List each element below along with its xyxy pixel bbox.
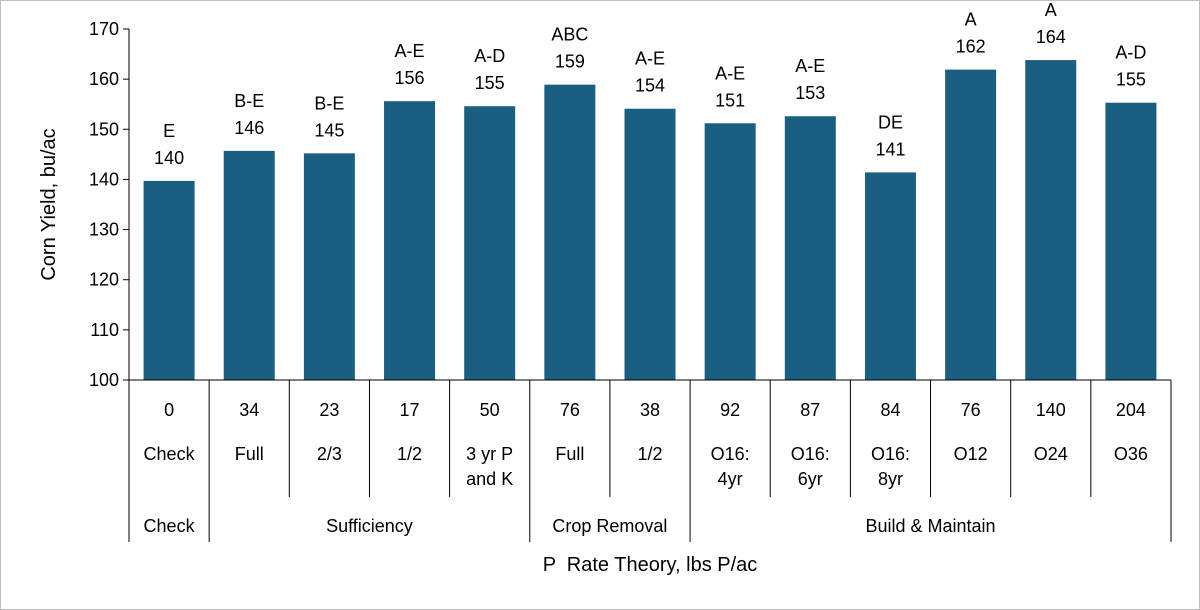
y-tick-label: 160 [89, 69, 119, 89]
data-label-letters: DE [878, 112, 903, 132]
x-tick-label-rate: 0 [164, 400, 174, 420]
y-tick-label: 140 [89, 169, 119, 189]
x-tick-label-theory: O36 [1114, 444, 1148, 464]
y-axis-title: Corn Yield, bu/ac [38, 128, 60, 280]
x-tick-label-rate: 38 [640, 400, 660, 420]
data-label-letters: A [965, 10, 977, 30]
x-tick-label-theory: 8yr [878, 469, 903, 489]
x-tick-label-rate: 76 [560, 400, 580, 420]
bar-8 [784, 116, 836, 381]
bar-5 [544, 84, 596, 380]
data-label-letters: A-E [795, 56, 825, 76]
x-tick-label-rate: 34 [239, 400, 259, 420]
y-tick-label: 110 [90, 320, 119, 340]
data-label-value: 154 [635, 76, 665, 96]
data-label-letters: A-E [395, 41, 425, 61]
x-tick-label-rate: 50 [480, 400, 500, 420]
x-tick-label-theory: 3 yr P [466, 444, 513, 464]
bar-1 [223, 150, 275, 380]
data-label-letters: A-E [635, 49, 665, 69]
bar-3 [384, 101, 436, 380]
group-label: Sufficiency [326, 516, 413, 536]
data-label-letters: A-D [474, 46, 505, 66]
bar-9 [864, 172, 916, 380]
y-tick-label: 170 [89, 19, 119, 39]
y-tick-label: 130 [89, 220, 119, 240]
x-tick-label-theory: and K [466, 469, 513, 489]
x-tick-label-theory: 1/2 [637, 444, 662, 464]
x-axis-title: P Rate Theory, lbs P/ac [543, 554, 758, 576]
y-tick-label: 120 [89, 270, 119, 290]
data-label-letters: A-E [715, 63, 745, 83]
data-label-value: 164 [1036, 27, 1066, 47]
data-label-letters: A [1045, 0, 1057, 20]
x-tick-label-rate: 87 [800, 400, 820, 420]
data-label-letters: A-D [1115, 43, 1146, 63]
group-label: Build & Maintain [865, 516, 995, 536]
bar-6 [624, 108, 676, 380]
group-label: Crop Removal [552, 516, 667, 536]
data-label-value: 151 [715, 90, 745, 110]
x-tick-label-theory: O24 [1034, 444, 1068, 464]
data-label-value: 155 [475, 73, 505, 93]
bar-4 [464, 106, 516, 380]
data-label-value: 145 [314, 120, 344, 140]
bar-7 [704, 123, 756, 381]
x-tick-label-theory: O16: [711, 444, 750, 464]
x-tick-label-theory: 2/3 [317, 444, 342, 464]
y-tick-label: 100 [89, 370, 119, 390]
bar-10 [945, 69, 997, 380]
y-tick-label: 150 [89, 119, 119, 139]
x-tick-label-theory: Full [235, 444, 264, 464]
data-label-letters: B-E [314, 93, 344, 113]
data-label-letters: ABC [551, 25, 588, 45]
x-tick-label-rate: 92 [720, 400, 740, 420]
data-label-letters: B-E [234, 91, 264, 111]
data-label-value: 141 [875, 139, 905, 159]
x-tick-label-rate: 76 [961, 400, 981, 420]
data-label-value: 140 [154, 148, 184, 168]
group-label: Check [144, 516, 196, 536]
bar-12 [1105, 102, 1157, 381]
x-tick-label-theory: O16: [791, 444, 830, 464]
x-tick-label-rate: 84 [880, 400, 900, 420]
data-label-value: 162 [956, 37, 986, 57]
x-tick-label-rate: 140 [1036, 400, 1066, 420]
bar-0 [143, 180, 195, 380]
x-tick-label-rate: 23 [319, 400, 339, 420]
x-tick-label-theory: Full [555, 444, 584, 464]
x-tick-label-rate: 17 [400, 400, 420, 420]
x-tick-label-theory: 4yr [718, 469, 743, 489]
x-tick-label-rate: 204 [1116, 400, 1146, 420]
bar-11 [1025, 60, 1077, 381]
data-label-value: 146 [234, 118, 264, 138]
data-label-value: 159 [555, 52, 585, 72]
x-tick-label-theory: 6yr [798, 469, 823, 489]
data-label-letters: E [163, 121, 175, 141]
x-tick-label-theory: O16: [871, 444, 910, 464]
data-label-value: 156 [395, 68, 425, 88]
x-tick-label-theory: O12 [954, 444, 988, 464]
x-tick-label-theory: 1/2 [397, 444, 422, 464]
data-label-value: 153 [795, 83, 825, 103]
data-label-value: 155 [1116, 70, 1146, 90]
x-tick-label-theory: Check [144, 444, 196, 464]
bar-2 [303, 153, 355, 380]
